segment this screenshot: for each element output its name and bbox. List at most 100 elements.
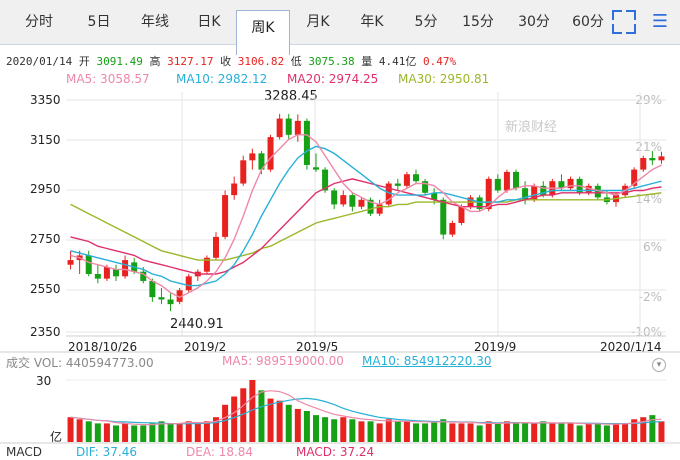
fullscreen-icon[interactable] xyxy=(612,10,636,34)
tab-5min[interactable]: 5分 xyxy=(414,14,438,30)
candle-body xyxy=(113,269,119,277)
volume-bar xyxy=(494,423,501,442)
candle-body xyxy=(431,192,438,200)
volume-bar xyxy=(422,423,429,442)
pct-tick: 6% xyxy=(642,240,662,254)
volume-bar xyxy=(213,417,219,442)
vol-axis-unit: 亿 xyxy=(50,430,63,444)
vol-value: VOL: 440594773.00 xyxy=(33,356,154,370)
candle-body xyxy=(276,118,283,138)
tab-15min[interactable]: 15分 xyxy=(462,14,494,30)
high-label: 高 xyxy=(149,55,161,68)
volume-bar xyxy=(640,417,647,442)
price-tick: 2550 xyxy=(30,282,61,296)
candle-body xyxy=(503,171,510,191)
volume-bar xyxy=(158,421,165,442)
candle-body xyxy=(540,185,547,196)
ma30-label: MA30: 2950.81 xyxy=(398,72,490,86)
candle-body xyxy=(458,206,465,223)
candle-body xyxy=(176,290,183,302)
low-label: 低 xyxy=(290,55,302,68)
close-value: 3106.82 xyxy=(237,55,285,68)
price-tick: 2350 xyxy=(30,325,61,339)
volume-bar xyxy=(576,425,583,442)
price-tick: 3350 xyxy=(30,93,61,107)
candle-body xyxy=(322,169,329,191)
volume-bar xyxy=(258,390,265,442)
volume-bar xyxy=(649,415,656,442)
tab-daily-k[interactable]: 日K xyxy=(197,14,221,30)
macd-dif: DIF: 37.46 xyxy=(76,445,137,459)
candle-body xyxy=(331,190,338,205)
candle-body xyxy=(267,137,274,170)
volume-bar xyxy=(331,419,338,442)
candle-body xyxy=(258,153,265,170)
tab-monthly-k[interactable]: 月K xyxy=(306,14,330,30)
candle-body xyxy=(213,236,219,258)
volume-bar xyxy=(222,404,229,442)
candle-body xyxy=(313,167,319,170)
volume-bar xyxy=(385,419,392,442)
candle-body xyxy=(358,199,365,207)
volume-bar xyxy=(185,421,192,442)
candle-body xyxy=(303,120,310,165)
candle-body xyxy=(649,158,656,161)
volume-bar xyxy=(658,421,665,442)
volume-bar xyxy=(622,423,629,442)
volume-bar xyxy=(549,423,556,442)
volume-bar xyxy=(94,423,101,442)
volume-bar xyxy=(513,423,519,442)
candle-body xyxy=(240,160,247,184)
candle-body xyxy=(567,178,574,189)
volume-bar xyxy=(458,423,465,442)
candle-body xyxy=(485,178,492,210)
candle-body xyxy=(349,195,356,207)
candle-body xyxy=(122,260,129,277)
volume-bar xyxy=(113,425,119,442)
tab-30min[interactable]: 30分 xyxy=(518,14,550,30)
candle-body xyxy=(185,276,192,291)
macd-dea: DEA: 18.84 xyxy=(186,445,254,459)
candle-body xyxy=(140,271,147,281)
candle-body xyxy=(440,199,447,235)
tab-5day[interactable]: 5日 xyxy=(87,14,111,30)
volume-bar xyxy=(303,411,310,442)
quote-date: 2020/01/14 xyxy=(6,55,73,68)
candle-body xyxy=(422,181,429,193)
tab-weekly-k[interactable]: 周K xyxy=(236,10,290,55)
volume-bar xyxy=(403,421,410,442)
volume-legend: 成交 VOL: 440594773.00 xyxy=(6,354,154,371)
volume-bar xyxy=(476,425,483,442)
candle-body xyxy=(394,183,401,186)
period-tabs: 分时 5日 年线 日K 周K 月K 年K 5分 15分 30分 60分 ☰ xyxy=(0,0,680,55)
candle-body xyxy=(413,174,419,182)
tab-60min[interactable]: 60分 xyxy=(572,14,604,30)
volume-bar xyxy=(167,423,174,442)
tab-yearline[interactable]: 年线 xyxy=(141,14,169,30)
info-icon[interactable]: ▾ xyxy=(652,358,666,372)
volume-bar xyxy=(67,417,74,442)
candle-body xyxy=(103,267,110,279)
watermark-logo: 新浪财经 xyxy=(505,120,558,135)
candle-body xyxy=(149,280,156,298)
candle-body xyxy=(658,156,665,161)
volume-bar xyxy=(413,423,419,442)
vol-ma10-label: MA10: 854912220.30 xyxy=(362,354,492,368)
tab-fenshi[interactable]: 分时 xyxy=(25,14,53,30)
volume-bar xyxy=(276,400,283,442)
low-annotation: 2440.91 xyxy=(170,317,224,332)
more-icon[interactable]: ☰ xyxy=(651,11,669,32)
x-tick: 2019/5 xyxy=(296,340,339,354)
candle-body xyxy=(367,199,374,214)
volume-bar xyxy=(613,423,619,442)
tab-yearly-k[interactable]: 年K xyxy=(360,14,384,30)
vol-ma10-value[interactable]: MA10: 854912220.30 xyxy=(362,354,492,368)
price-tick: 2750 xyxy=(30,232,61,246)
volume-bar xyxy=(449,423,456,442)
volume-bar xyxy=(131,425,138,442)
candle-body xyxy=(385,183,392,205)
candle-body xyxy=(558,181,565,189)
volume-bar xyxy=(367,421,374,442)
change-pct: 0.47% xyxy=(423,55,457,68)
